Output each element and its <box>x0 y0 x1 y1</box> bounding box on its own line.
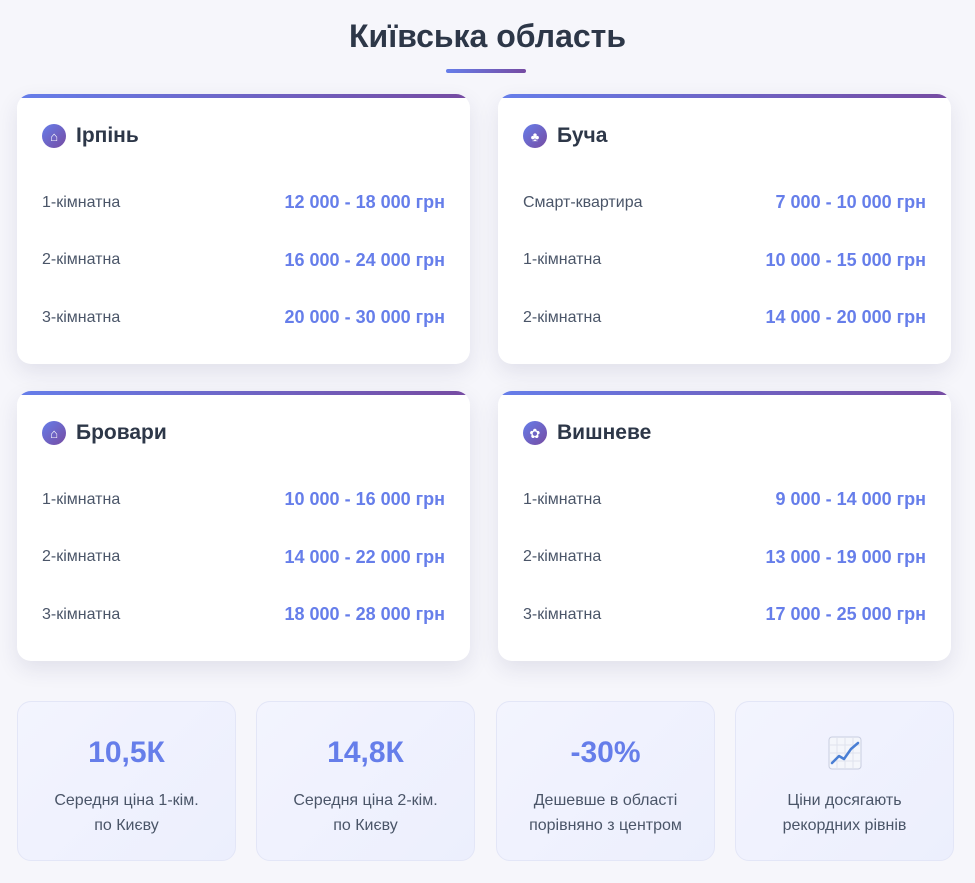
city-card-brovary: ⌂ Бровари 1-кімнатна 10 000 - 16 000 грн… <box>17 391 470 661</box>
price-range: 16 000 - 24 000 грн <box>284 249 445 270</box>
house-icon: ⌂ <box>42 421 66 445</box>
stat-description-line: порівняно з центром <box>529 817 682 834</box>
price-range: 14 000 - 20 000 грн <box>765 307 926 328</box>
city-name: Ірпінь <box>76 124 139 147</box>
price-row: 3-кімнатна 20 000 - 30 000 грн <box>42 289 445 347</box>
apartment-type: 3-кімнатна <box>42 605 121 623</box>
price-row: 3-кімнатна 18 000 - 28 000 грн <box>42 586 445 644</box>
stat-description-line: Середня ціна 1-кім. <box>54 792 199 809</box>
price-list: 1-кімнатна 10 000 - 16 000 грн 2-кімнатн… <box>42 471 445 644</box>
page-title: Київська область <box>348 18 627 54</box>
price-list: Смарт-квартира 7 000 - 10 000 грн 1-кімн… <box>523 174 926 347</box>
apartment-type: 1-кімнатна <box>523 490 602 508</box>
apartment-type: 2-кімнатна <box>42 548 121 566</box>
stat-description: Дешевше в області порівняно з центром <box>507 788 704 838</box>
stat-card-avg-2room: 14,8К Середня ціна 2-кім. по Києву <box>256 701 475 861</box>
city-name: Бровари <box>76 421 167 444</box>
city-card-vyshneve: ✿ Вишневе 1-кімнатна 9 000 - 14 000 грн … <box>498 391 951 661</box>
stat-description-line: Середня ціна 2-кім. <box>293 792 438 809</box>
stat-description-line: рекордних рівнів <box>782 817 907 834</box>
card-header: ⌂ Ірпінь <box>42 124 139 148</box>
flower-icon: ✿ <box>523 421 547 445</box>
card-header: ⌂ Бровари <box>42 421 167 445</box>
price-row: Смарт-квартира 7 000 - 10 000 грн <box>523 174 926 232</box>
price-range: 7 000 - 10 000 грн <box>775 192 926 213</box>
price-list: 1-кімнатна 9 000 - 14 000 грн 2-кімнатна… <box>523 471 926 644</box>
city-name: Вишневе <box>557 421 652 444</box>
card-header: ✿ Вишневе <box>523 421 651 445</box>
stat-description-line: по Києву <box>333 817 398 834</box>
stat-description-line: по Києву <box>94 817 159 834</box>
stat-value: -30% <box>570 736 641 769</box>
price-range: 12 000 - 18 000 грн <box>284 192 445 213</box>
apartment-type: 2-кімнатна <box>42 251 121 269</box>
apartment-type: 2-кімнатна <box>523 308 602 326</box>
stat-card-cheaper: -30% Дешевше в області порівняно з центр… <box>496 701 715 861</box>
stat-description: Середня ціна 1-кім. по Києву <box>28 788 225 838</box>
apartment-type: 2-кімнатна <box>523 548 602 566</box>
price-row: 1-кімнатна 10 000 - 16 000 грн <box>42 471 445 529</box>
city-name: Буча <box>557 124 608 147</box>
apartment-type: 1-кімнатна <box>523 251 602 269</box>
stat-description-line: Дешевше в області <box>533 792 678 809</box>
price-row: 2-кімнатна 14 000 - 22 000 грн <box>42 529 445 587</box>
apartment-type: 1-кімнатна <box>42 193 121 211</box>
price-range: 10 000 - 15 000 грн <box>765 249 926 270</box>
price-range: 14 000 - 22 000 грн <box>284 546 445 567</box>
city-card-irpin: ⌂ Ірпінь 1-кімнатна 12 000 - 18 000 грн … <box>17 94 470 364</box>
price-row: 2-кімнатна 16 000 - 24 000 грн <box>42 232 445 290</box>
price-range: 10 000 - 16 000 грн <box>284 489 445 510</box>
price-row: 2-кімнатна 14 000 - 20 000 грн <box>523 289 926 347</box>
chart-increasing-icon <box>828 736 861 770</box>
house-icon: ⌂ <box>42 124 66 148</box>
price-row: 1-кімнатна 10 000 - 15 000 грн <box>523 232 926 290</box>
tree-icon: ♣ <box>523 124 547 148</box>
apartment-type: Смарт-квартира <box>523 193 643 211</box>
card-header: ♣ Буча <box>523 124 607 148</box>
price-range: 18 000 - 28 000 грн <box>284 604 445 625</box>
stat-description-line: Ціни досягають <box>787 792 902 809</box>
stat-description: Ціни досягають рекордних рівнів <box>746 788 943 838</box>
apartment-type: 3-кімнатна <box>42 308 121 326</box>
title-underline <box>446 69 526 73</box>
stat-description: Середня ціна 2-кім. по Києву <box>267 788 464 838</box>
stat-card-record-prices: Ціни досягають рекордних рівнів <box>735 701 954 861</box>
price-range: 13 000 - 19 000 грн <box>765 546 926 567</box>
price-range: 9 000 - 14 000 грн <box>775 489 926 510</box>
stat-value: 10,5К <box>88 736 165 769</box>
city-card-bucha: ♣ Буча Смарт-квартира 7 000 - 10 000 грн… <box>498 94 951 364</box>
price-row: 2-кімнатна 13 000 - 19 000 грн <box>523 529 926 587</box>
apartment-type: 1-кімнатна <box>42 490 121 508</box>
price-range: 20 000 - 30 000 грн <box>284 307 445 328</box>
price-range: 17 000 - 25 000 грн <box>765 604 926 625</box>
stat-value: 14,8К <box>327 736 404 769</box>
price-list: 1-кімнатна 12 000 - 18 000 грн 2-кімнатн… <box>42 174 445 347</box>
price-row: 1-кімнатна 12 000 - 18 000 грн <box>42 174 445 232</box>
price-row: 1-кімнатна 9 000 - 14 000 грн <box>523 471 926 529</box>
price-row: 3-кімнатна 17 000 - 25 000 грн <box>523 586 926 644</box>
apartment-type: 3-кімнатна <box>523 605 602 623</box>
stat-card-avg-1room: 10,5К Середня ціна 1-кім. по Києву <box>17 701 236 861</box>
